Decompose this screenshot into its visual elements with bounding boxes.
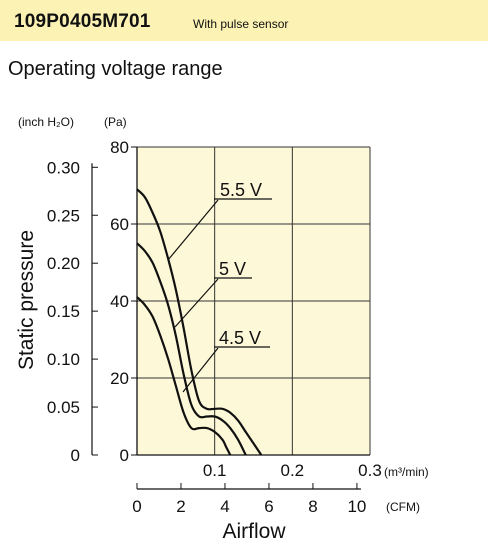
y-tick-label-pa: 80 [110, 138, 129, 157]
y-tick-label-inh2o: 0.25 [47, 206, 80, 225]
series-leader-line [167, 199, 219, 261]
y-unit-pa: (Pa) [104, 115, 127, 129]
x-tick-label-m3min: 0.2 [281, 461, 305, 480]
y-tick-label-inh2o: 0.05 [47, 398, 80, 417]
series-line [136, 296, 232, 456]
grid [137, 146, 371, 455]
x-unit-m3min: (m³/min) [384, 465, 429, 479]
series-label: 4.5 V [219, 328, 261, 348]
x-tick-label-cfm: 6 [264, 497, 273, 516]
y-unit-inh2o: (inch H₂O) [18, 115, 74, 129]
y-tick-label-pa: 60 [110, 215, 129, 234]
curves [136, 188, 272, 456]
y-tick-label-inh2o: 0.20 [47, 254, 80, 273]
series-line [136, 242, 247, 456]
labels: 02040608000.050.100.150.200.250.30(inch … [15, 115, 429, 543]
header-banner: 109P0405M701 With pulse sensor [0, 0, 488, 41]
chart-title: Operating voltage range [8, 58, 223, 80]
x-tick-label-cfm: 8 [308, 497, 317, 516]
y-axis-title: Static pressure [15, 230, 38, 370]
y-tick-label-pa: 0 [120, 446, 129, 465]
y-tick-label-inh2o: 0.15 [47, 302, 80, 321]
sensor-note: With pulse sensor [193, 17, 289, 31]
x-unit-cfm: (CFM) [386, 500, 420, 514]
y-tick-label-pa: 40 [110, 292, 129, 311]
series-label: 5 V [219, 259, 246, 279]
model-number: 109P0405M701 [14, 11, 151, 32]
x-tick-label-m3min: 0.1 [203, 461, 227, 480]
x-tick-label-m3min: 0.3 [358, 461, 382, 480]
y-tick-label-pa: 20 [110, 369, 129, 388]
y-tick-label-inh2o: 0.30 [47, 158, 80, 177]
x-tick-label-cfm: 2 [176, 497, 185, 516]
x-axis-title: Airflow [222, 520, 286, 543]
series-leader-line [174, 278, 219, 328]
series-leader-line [182, 347, 219, 393]
series-label: 5.5 V [220, 180, 262, 200]
x-tick-label-cfm: 10 [347, 497, 366, 516]
x-tick-label-cfm: 4 [220, 497, 229, 516]
x-tick-label-cfm: 0 [132, 497, 141, 516]
y-tick-label-inh2o: 0.10 [47, 350, 80, 369]
series-line [136, 188, 263, 456]
y-tick-label-inh2o: 0 [71, 446, 80, 465]
axes [91, 146, 370, 490]
